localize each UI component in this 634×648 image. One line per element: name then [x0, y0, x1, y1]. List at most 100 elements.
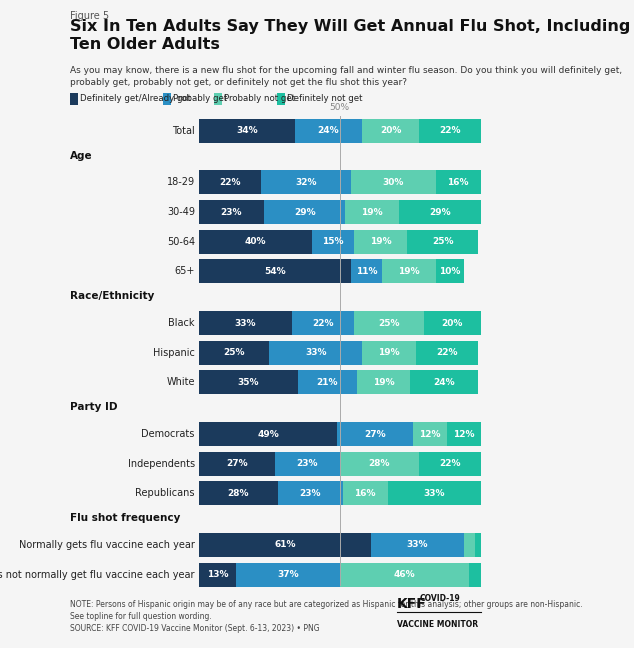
FancyBboxPatch shape [340, 562, 469, 586]
Text: 46%: 46% [394, 570, 415, 579]
Text: 11%: 11% [356, 267, 377, 276]
Text: 18-29: 18-29 [167, 178, 195, 187]
FancyBboxPatch shape [463, 533, 475, 557]
FancyBboxPatch shape [199, 119, 295, 143]
Text: Independents: Independents [127, 459, 195, 469]
FancyBboxPatch shape [399, 200, 481, 224]
Text: 50%: 50% [330, 104, 350, 112]
FancyBboxPatch shape [351, 259, 382, 283]
Text: COVID-19: COVID-19 [419, 594, 460, 603]
FancyBboxPatch shape [346, 200, 399, 224]
Text: 27%: 27% [364, 430, 386, 439]
FancyBboxPatch shape [278, 481, 342, 505]
FancyBboxPatch shape [408, 230, 478, 253]
Text: 15%: 15% [322, 237, 344, 246]
Text: 19%: 19% [373, 378, 394, 387]
Text: 28%: 28% [368, 459, 390, 469]
FancyBboxPatch shape [312, 230, 354, 253]
Text: Probably not get: Probably not get [224, 95, 295, 103]
Text: 33%: 33% [406, 540, 428, 550]
Text: 24%: 24% [318, 126, 339, 135]
FancyBboxPatch shape [342, 481, 387, 505]
Text: 29%: 29% [429, 207, 451, 216]
FancyBboxPatch shape [340, 452, 418, 476]
Text: 23%: 23% [221, 207, 242, 216]
Text: Figure 5: Figure 5 [70, 11, 109, 21]
FancyBboxPatch shape [469, 562, 481, 586]
FancyBboxPatch shape [236, 562, 340, 586]
FancyBboxPatch shape [199, 200, 264, 224]
FancyBboxPatch shape [413, 422, 447, 446]
Text: Definitely not get: Definitely not get [287, 95, 363, 103]
Text: 16%: 16% [354, 489, 376, 498]
FancyBboxPatch shape [261, 170, 351, 194]
Text: Race/Ethnicity: Race/Ethnicity [70, 292, 154, 301]
Text: Republicans: Republicans [136, 489, 195, 498]
Text: 32%: 32% [295, 178, 317, 187]
Text: 20%: 20% [442, 319, 463, 327]
Text: Six In Ten Adults Say They Will Get Annual Flu Shot, Including Eight In
Ten Olde: Six In Ten Adults Say They Will Get Annu… [70, 19, 634, 52]
Text: 23%: 23% [297, 459, 318, 469]
FancyBboxPatch shape [214, 93, 223, 104]
FancyBboxPatch shape [199, 422, 337, 446]
FancyBboxPatch shape [475, 533, 481, 557]
FancyBboxPatch shape [269, 341, 363, 365]
Text: Party ID: Party ID [70, 402, 117, 412]
Text: 27%: 27% [226, 459, 248, 469]
Text: 24%: 24% [433, 378, 455, 387]
Text: 25%: 25% [224, 348, 245, 357]
FancyBboxPatch shape [163, 93, 171, 104]
Text: 54%: 54% [264, 267, 286, 276]
FancyBboxPatch shape [371, 533, 463, 557]
FancyBboxPatch shape [199, 371, 297, 395]
Text: NOTE: Persons of Hispanic origin may be of any race but are categorized as Hispa: NOTE: Persons of Hispanic origin may be … [70, 600, 583, 634]
Text: 65+: 65+ [174, 266, 195, 277]
FancyBboxPatch shape [424, 311, 481, 335]
FancyBboxPatch shape [199, 562, 236, 586]
Text: VACCINE MONITOR: VACCINE MONITOR [397, 619, 478, 629]
Text: 49%: 49% [257, 430, 279, 439]
Text: 40%: 40% [245, 237, 266, 246]
FancyBboxPatch shape [292, 311, 354, 335]
FancyBboxPatch shape [410, 371, 478, 395]
FancyBboxPatch shape [199, 170, 261, 194]
FancyBboxPatch shape [357, 371, 410, 395]
Text: Flu shot frequency: Flu shot frequency [70, 513, 180, 523]
FancyBboxPatch shape [418, 119, 481, 143]
Text: Democrats: Democrats [141, 429, 195, 439]
Text: Does not normally get flu vaccine each year: Does not normally get flu vaccine each y… [0, 570, 195, 580]
Text: 13%: 13% [207, 570, 228, 579]
FancyBboxPatch shape [199, 533, 371, 557]
Text: 35%: 35% [238, 378, 259, 387]
Text: 12%: 12% [419, 430, 441, 439]
Text: Hispanic: Hispanic [153, 348, 195, 358]
Text: 50-64: 50-64 [167, 237, 195, 247]
Text: 30-49: 30-49 [167, 207, 195, 217]
FancyBboxPatch shape [387, 481, 481, 505]
Text: 33%: 33% [424, 489, 445, 498]
Text: Normally gets flu vaccine each year: Normally gets flu vaccine each year [19, 540, 195, 550]
Text: As you may know, there is a new flu shot for the upcoming fall and winter flu se: As you may know, there is a new flu shot… [70, 66, 622, 87]
FancyBboxPatch shape [199, 341, 269, 365]
Text: 10%: 10% [439, 267, 460, 276]
Text: 37%: 37% [277, 570, 299, 579]
FancyBboxPatch shape [199, 452, 275, 476]
FancyBboxPatch shape [351, 170, 436, 194]
Text: White: White [166, 377, 195, 388]
Text: Age: Age [70, 150, 93, 161]
Text: 22%: 22% [436, 348, 458, 357]
FancyBboxPatch shape [275, 452, 340, 476]
Text: Total: Total [172, 126, 195, 135]
FancyBboxPatch shape [354, 230, 408, 253]
FancyBboxPatch shape [447, 422, 481, 446]
FancyBboxPatch shape [337, 422, 413, 446]
Text: 19%: 19% [370, 237, 391, 246]
Text: Probably get: Probably get [173, 95, 227, 103]
Text: 22%: 22% [439, 459, 460, 469]
Text: 22%: 22% [219, 178, 241, 187]
FancyBboxPatch shape [277, 93, 285, 104]
Text: 33%: 33% [235, 319, 256, 327]
FancyBboxPatch shape [436, 170, 481, 194]
Text: 29%: 29% [294, 207, 316, 216]
Text: 23%: 23% [299, 489, 321, 498]
